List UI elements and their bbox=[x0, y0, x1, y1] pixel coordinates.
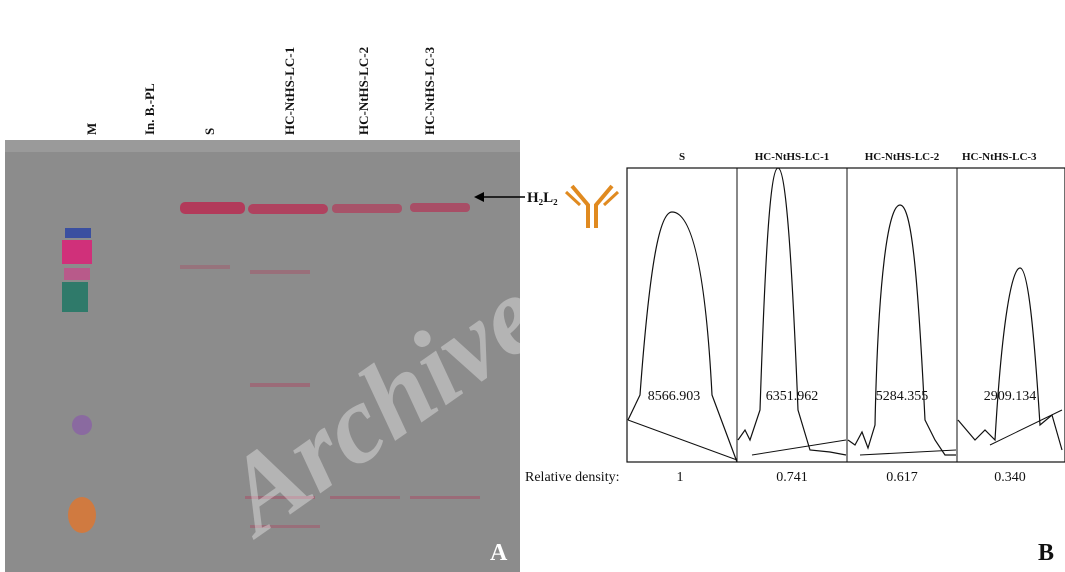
peak-area: 8566.903 bbox=[648, 389, 701, 404]
lane-label: HC-NtHS-LC-3 bbox=[422, 46, 437, 135]
bands bbox=[180, 202, 480, 528]
relative-density-label: Relative density: bbox=[525, 470, 619, 485]
lane-label: S bbox=[202, 128, 217, 135]
arrow-label: H₂L₂ bbox=[527, 190, 558, 206]
relative-density: 0.617 bbox=[886, 470, 918, 485]
ladder bbox=[62, 228, 96, 533]
lane-header: HC-NtHS-LC-2 bbox=[865, 151, 940, 163]
relative-density: 0.741 bbox=[776, 470, 808, 485]
peak-area: 5284.355 bbox=[876, 389, 929, 404]
lane-label: M bbox=[84, 123, 99, 135]
lane-header: S bbox=[679, 151, 685, 163]
gel-edge bbox=[5, 140, 520, 152]
panel-label: B bbox=[1038, 540, 1054, 566]
lane-label: HC-NtHS-LC-1 bbox=[282, 47, 297, 135]
antibody-icon bbox=[564, 184, 620, 228]
arrow-head bbox=[474, 192, 484, 202]
peak-area: 6351.962 bbox=[766, 389, 819, 404]
lane-label: HC-NtHS-LC-2 bbox=[356, 47, 371, 135]
lane-label: In. B.-PL bbox=[142, 83, 157, 135]
panel-label: A bbox=[490, 540, 508, 566]
lane-header: HC-NtHS-LC-1 bbox=[755, 151, 830, 163]
densitometry bbox=[626, 167, 1065, 463]
relative-density: 1 bbox=[677, 470, 684, 485]
relative-density: 0.340 bbox=[994, 470, 1026, 485]
lane-header: HC-NtHS-LC-3 bbox=[962, 151, 1037, 163]
peak-area: 2909.134 bbox=[984, 389, 1037, 404]
